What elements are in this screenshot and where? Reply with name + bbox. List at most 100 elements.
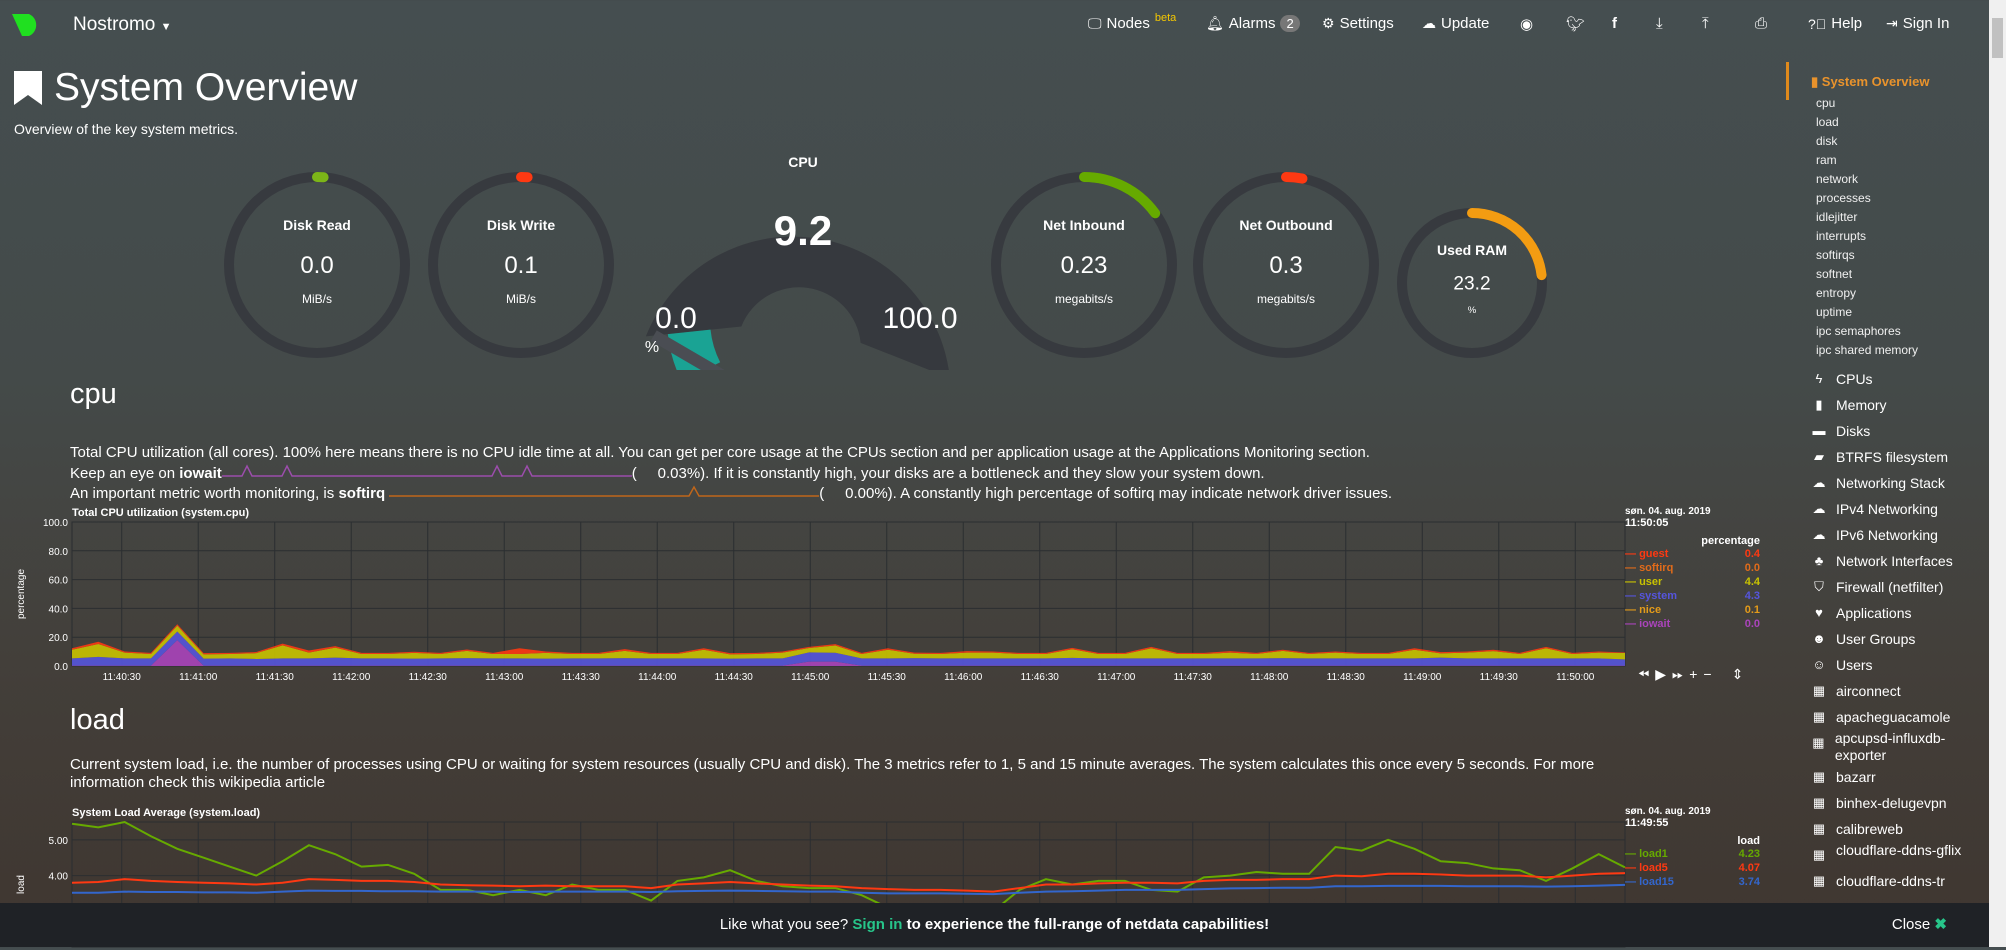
sidebar-subitem-processes[interactable]: processes (1786, 189, 1986, 208)
y-tick-label: 5.00 (49, 836, 69, 847)
area-user (72, 626, 1625, 660)
download-icon: ⤓ (1656, 15, 1663, 32)
sidebar-item-disks[interactable]: ▬Disks (1786, 418, 1986, 444)
host-selector[interactable]: Nostromo ▼ (73, 14, 172, 36)
sidebar-item-binhex-delugevpn[interactable]: ▦binhex-delugevpn (1786, 790, 1986, 816)
sidebar-subitem-ipc-shared-memory[interactable]: ipc shared memory (1786, 341, 1986, 360)
sidebar-item-networking-stack[interactable]: ☁Networking Stack (1786, 470, 1986, 496)
twitter-button[interactable]: 🐦︎ (1566, 15, 1585, 33)
update-button[interactable]: ☁Update (1422, 15, 1489, 32)
grid-icon: ▦ (1810, 730, 1827, 764)
sidebar-item-ipv4-networking[interactable]: ☁IPv4 Networking (1786, 496, 1986, 522)
x-tick-label: 11:49:30 (1480, 672, 1519, 683)
sidebar-item-user-groups[interactable]: ☻User Groups (1786, 626, 1986, 652)
sidebar-item-network-interfaces[interactable]: ♣Network Interfaces (1786, 548, 1986, 574)
sidebar-subitem-entropy[interactable]: entropy (1786, 284, 1986, 303)
sidebar-subitem-network[interactable]: network (1786, 170, 1986, 189)
alarm-count-badge: 2 (1280, 15, 1299, 32)
sidebar-item-btrfs-filesystem[interactable]: ▰BTRFS filesystem (1786, 444, 1986, 470)
help-button[interactable]: ?⃝Help (1808, 15, 1862, 32)
cpu-gauge-max: 100.0 (882, 302, 957, 335)
users-icon: ☻ (1810, 626, 1828, 652)
iowait-note: Keep an eye on iowait( 0.03%). If it is … (70, 464, 1265, 482)
shield-icon: ⛉ (1810, 574, 1828, 600)
page-title: System Overview (14, 66, 357, 110)
sidebar-subitem-load[interactable]: load (1786, 113, 1986, 132)
gauge-unit: megabits/s (1055, 292, 1113, 306)
y-tick-label: 0.0 (54, 662, 68, 673)
download-button[interactable]: ⤓ (1656, 15, 1663, 32)
settings-button[interactable]: ⚙Settings (1322, 15, 1394, 32)
sidebar-item-bazarr[interactable]: ▦bazarr (1786, 764, 1986, 790)
sidebar-subitem-disk[interactable]: disk (1786, 132, 1986, 151)
sidebar-subitem-idlejitter[interactable]: idlejitter (1786, 208, 1986, 227)
sign-in-button[interactable]: ⇥Sign In (1886, 15, 1949, 32)
sidebar-subitem-ram[interactable]: ram (1786, 151, 1986, 170)
sidebar-item-calibreweb[interactable]: ▦calibreweb (1786, 816, 1986, 842)
sidebar-item-users[interactable]: ☺Users (1786, 652, 1986, 678)
zoom-in-icon[interactable]: + (1689, 666, 1697, 683)
gauge-label: Net Inbound (1043, 217, 1125, 233)
zoom-out-icon[interactable]: − (1703, 666, 1711, 683)
sidebar-item-airconnect[interactable]: ▦airconnect (1786, 678, 1986, 704)
gauge-value: 0.3 (1269, 252, 1302, 279)
sidebar-item-cloudflare-ddns-gflix[interactable]: ▦cloudflare-ddns-gflix (1786, 842, 1986, 868)
gauge-value: 0.0 (300, 252, 333, 279)
sidebar-item-firewall-netfilter-[interactable]: ⛉Firewall (netfilter) (1786, 574, 1986, 600)
close-banner-button[interactable]: Close ✖ (1892, 903, 1947, 947)
x-tick-label: 11:41:00 (179, 672, 218, 683)
sidebar-subitem-uptime[interactable]: uptime (1786, 303, 1986, 322)
softirq-sparkline (389, 484, 819, 498)
scrollbar-thumb[interactable] (1992, 18, 2003, 58)
github-button[interactable]: ◉ (1520, 15, 1533, 33)
sign-in-link[interactable]: Sign in (852, 916, 902, 933)
sidebar-subitem-softnet[interactable]: softnet (1786, 265, 1986, 284)
chart-title: System Load Average (system.load) (72, 807, 260, 819)
rewind-icon[interactable]: ⏪︎ (1638, 666, 1649, 683)
twitter-icon: 🐦︎ (1566, 15, 1585, 33)
fast-forward-icon[interactable]: ⏩︎ (1672, 666, 1683, 683)
caret-down-icon: ▼ (161, 21, 172, 33)
y-tick-label: 60.0 (49, 576, 69, 587)
sidebar-item-cloudflare-ddns-tr[interactable]: ▦cloudflare-ddns-tr (1786, 868, 1986, 894)
sidebar-item-apacheguacamole[interactable]: ▦apacheguacamole (1786, 704, 1986, 730)
cpu-chart[interactable]: Total CPU utilization (system.cpu)percen… (0, 500, 1780, 700)
x-tick-label: 11:46:00 (944, 672, 983, 683)
bolt-icon: ϟ (1810, 366, 1828, 392)
grid-icon: ▦ (1810, 842, 1828, 868)
sidebar-subitem-ipc-semaphores[interactable]: ipc semaphores (1786, 322, 1986, 341)
sidebar-item-apcupsd-influxdb-exporter[interactable]: ▦apcupsd-influxdb-exporter (1786, 730, 1986, 764)
gauge-unit: % (1468, 305, 1477, 316)
sidebar-item-applications[interactable]: ♥Applications (1786, 600, 1986, 626)
sidebar-subitem-interrupts[interactable]: interrupts (1786, 227, 1986, 246)
print-icon: ⎙ (1755, 15, 1767, 32)
netdata-logo[interactable] (12, 12, 42, 38)
play-icon[interactable]: ▶ (1655, 666, 1666, 683)
scrollbar[interactable] (1989, 0, 2006, 947)
facebook-button[interactable]: f (1612, 15, 1617, 32)
sidebar-subitem-softirqs[interactable]: softirqs (1786, 246, 1986, 265)
sidebar-subitem-cpu[interactable]: cpu (1786, 94, 1986, 113)
print-button[interactable]: ⎙ (1755, 15, 1767, 32)
sidebar-item-memory[interactable]: ▮Memory (1786, 392, 1986, 418)
upload-button[interactable]: ⤒ (1702, 15, 1709, 32)
close-icon: ✖ (1934, 916, 1947, 933)
resize-icon[interactable]: ⇕ (1732, 666, 1744, 683)
sidebar-item-ipv6-networking[interactable]: ☁IPv6 Networking (1786, 522, 1986, 548)
folder-icon: ▰ (1810, 444, 1828, 470)
x-tick-label: 11:43:00 (485, 672, 524, 683)
x-tick-label: 11:45:00 (791, 672, 830, 683)
